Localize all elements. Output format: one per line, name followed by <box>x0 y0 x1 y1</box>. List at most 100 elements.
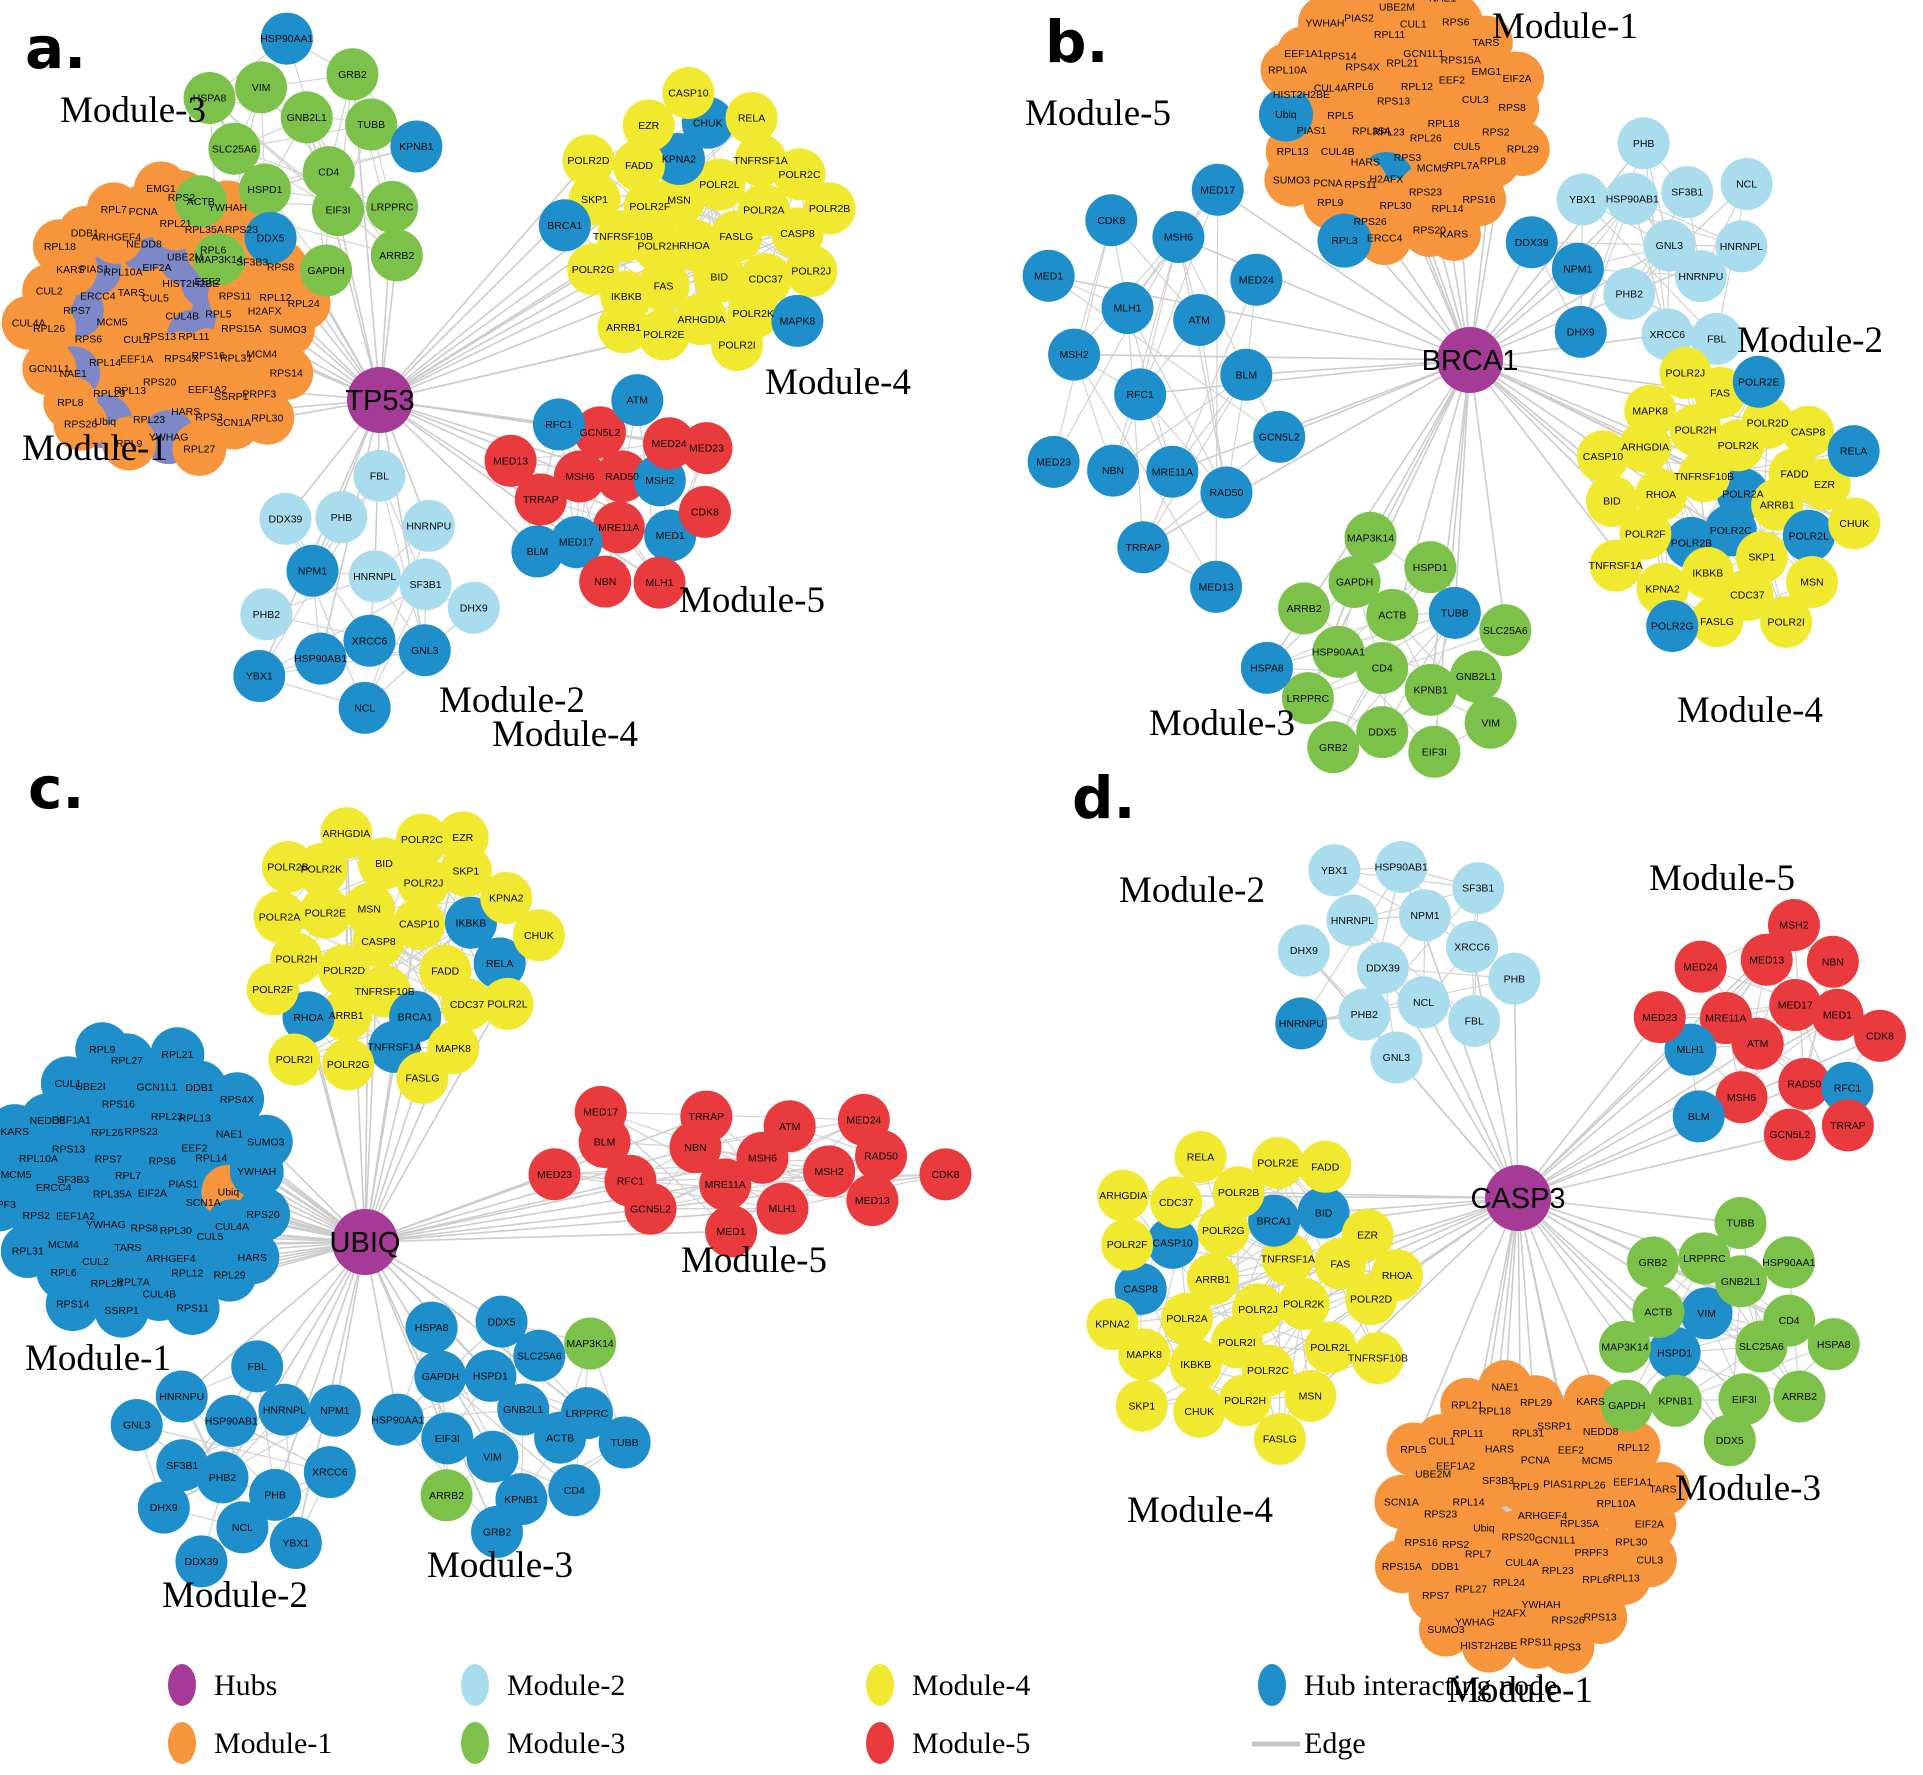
node-DHX9 <box>1277 924 1330 977</box>
node-Ubiq <box>1258 87 1313 142</box>
hub-edge <box>1517 1197 1745 1400</box>
legend-label: Hub interacting node <box>1304 1669 1557 1702</box>
hub-edge <box>1517 1133 1791 1199</box>
node-CASP10 <box>1146 1216 1199 1269</box>
node-TRRAP <box>1821 1099 1874 1152</box>
node-KPNB1 <box>1404 663 1457 716</box>
node-BRCA1 <box>1248 1194 1301 1247</box>
node-RPS26 <box>53 396 108 451</box>
module-5-label: Module-5 <box>679 580 825 621</box>
node-POLR2L <box>1782 509 1835 562</box>
node-MRE11A <box>699 1158 752 1211</box>
node-POLR2D <box>562 134 615 187</box>
node-SF3B1 <box>156 1439 209 1492</box>
node-MAP3K14 <box>1598 1320 1651 1373</box>
node-HSP90AA1 <box>1762 1236 1815 1289</box>
node-CDC37 <box>441 978 494 1031</box>
node-POLR2A <box>1160 1292 1213 1345</box>
edge <box>163 1410 336 1509</box>
edge <box>181 1395 331 1473</box>
node-RPL3 <box>1317 213 1372 268</box>
node-HSP90AB1 <box>1606 172 1659 225</box>
hub-edge <box>1453 359 1471 613</box>
node-KPNB1 <box>1649 1374 1702 1427</box>
panel-letter-d: d. <box>1072 764 1136 832</box>
node-MAP3K14 <box>1344 511 1397 564</box>
hub-edge <box>379 159 590 401</box>
node-MSH2 <box>1048 328 1101 381</box>
node-MSH2 <box>803 1145 856 1198</box>
legend-marker-module-4-icon <box>866 1664 894 1706</box>
node-NCL <box>1397 976 1450 1029</box>
hub-edge <box>364 1173 555 1243</box>
hub-edge <box>1517 1197 1741 1224</box>
module-1-label: Module-1 <box>25 1338 171 1379</box>
node-PHB <box>1488 952 1541 1005</box>
node-SUMO3 <box>1264 152 1319 207</box>
node-CD4 <box>548 1464 601 1517</box>
node-HSPD1 <box>238 163 291 216</box>
node-XRCC6 <box>343 614 396 667</box>
node-NAE1 <box>1415 0 1470 26</box>
node-RPS14 <box>45 1277 100 1332</box>
node-PHB <box>1617 117 1670 170</box>
node-CDC37 <box>1150 1176 1203 1229</box>
node-MED23 <box>528 1148 581 1201</box>
node-MED1 <box>705 1205 758 1258</box>
legend-item-hubs: Hubs <box>168 1664 277 1706</box>
node-EIF3I <box>1718 1373 1771 1426</box>
node-KARS <box>0 1104 42 1159</box>
node-GCN5L2 <box>573 406 626 459</box>
node-EMG1 <box>134 161 189 216</box>
node-FASLG <box>1253 1412 1306 1465</box>
node-PRPF3 <box>0 1177 26 1232</box>
module-2-label: Module-2 <box>1737 320 1883 361</box>
node-CDK8 <box>1853 1009 1906 1062</box>
node-VIM <box>1464 696 1517 749</box>
edge <box>718 184 798 322</box>
node-ARRB1 <box>320 989 373 1042</box>
node-POLR2C <box>773 148 826 201</box>
module-4-label: Module-4 <box>1677 690 1823 731</box>
node-DDX39 <box>175 1535 228 1588</box>
node-FBL <box>1448 994 1501 1047</box>
node-EZR <box>622 99 675 152</box>
node-POLR2E <box>637 308 690 361</box>
hub-edge <box>379 399 538 553</box>
node-MED13 <box>846 1174 899 1227</box>
legend-label: Edge <box>1304 1727 1366 1760</box>
node-DDX39 <box>1505 216 1558 269</box>
node-RELA <box>725 91 778 144</box>
node-YBX1 <box>233 650 286 703</box>
node-DDX5 <box>1703 1414 1756 1467</box>
node-PHB2 <box>1603 267 1656 320</box>
module-4-label: Module-4 <box>1127 1490 1273 1531</box>
node-NPM1 <box>1398 889 1451 942</box>
edge <box>1177 236 1228 493</box>
node-RPS4X <box>210 1072 265 1127</box>
hub-edge <box>181 1241 366 1398</box>
panel-d: ARHGEF4RPS20RPL9GCN1L1UbiqPIAS1CUL4ASF3B… <box>1072 764 1906 1711</box>
node-RPL7 <box>86 182 141 237</box>
node-SLC25A6 <box>208 122 261 175</box>
node-SKP1 <box>1115 1379 1168 1432</box>
node-TARS <box>1458 15 1513 70</box>
node-YBX1 <box>1556 173 1609 226</box>
legend-label: Module-4 <box>912 1669 1030 1702</box>
module-3-label: Module-3 <box>1149 703 1295 744</box>
edge <box>1142 279 1257 548</box>
module-2-label: Module-2 <box>162 1575 308 1616</box>
node-EIF3I <box>421 1412 474 1465</box>
legend-item-module-3: Module-3 <box>461 1722 625 1764</box>
node-LRPPRC <box>1678 1232 1731 1285</box>
node-TRRAP <box>514 473 567 526</box>
node-HNRNPU <box>1674 250 1727 303</box>
panel-b: RPL23RPS13RPL26RPL35ARPL12RPS3RPL6RPL18H… <box>1022 0 1883 778</box>
node-DHX9 <box>447 581 500 634</box>
legend-marker-module-2-icon <box>461 1664 489 1706</box>
node-HNRNPU <box>402 499 455 552</box>
node-HNRNPU <box>1275 997 1328 1050</box>
node-LRPPRC <box>1281 672 1334 725</box>
node-GAPDH <box>1328 555 1381 608</box>
node-ARRB2 <box>1278 582 1331 635</box>
